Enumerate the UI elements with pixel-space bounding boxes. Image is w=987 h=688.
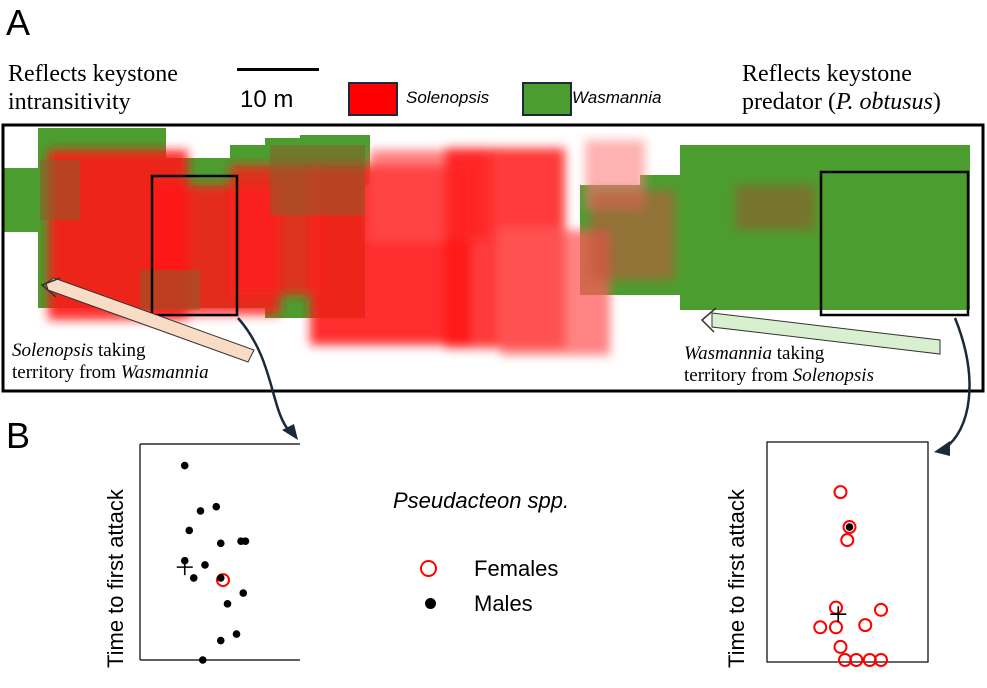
male-point (198, 656, 207, 664)
right-connector-arrow (944, 317, 971, 450)
right-title-line1: Reflects keystone (742, 61, 912, 87)
female-point (858, 618, 873, 633)
t: Solenopsis (792, 365, 874, 386)
legend-label-wasmannia: Wasmannia (572, 88, 662, 107)
right-title-line2: predator (P. obtusus) (742, 88, 941, 116)
mean-marker (176, 559, 193, 576)
y-axis-label-right: Time to first attack (724, 489, 749, 668)
t: Wasmannia (684, 343, 772, 364)
mixed-zones (40, 145, 365, 310)
female-point (862, 653, 877, 667)
female-point (842, 520, 857, 535)
legend-title: Pseudacteon spp. (393, 488, 570, 513)
female-point (874, 653, 888, 667)
scatter-plot-left (139, 443, 300, 664)
male-point (180, 461, 189, 470)
t: predator ( (742, 89, 836, 115)
y-axis-label-left: Time to first attack (103, 489, 128, 668)
scale-bar-label: 10 m (240, 86, 294, 113)
male-point (196, 507, 205, 515)
legend-marker-males (425, 598, 436, 609)
male-point (216, 636, 225, 645)
right-inset-box (819, 170, 970, 317)
legend-swatch-wasmannia (522, 82, 572, 116)
male-point (239, 589, 248, 597)
male-point (241, 537, 250, 545)
female-point (874, 602, 888, 617)
t: taking (93, 340, 146, 361)
left-title-line1: Reflects keystone (8, 61, 178, 87)
species-name: P. obtusus (835, 89, 933, 115)
female-point (833, 639, 848, 654)
left-inset-box (150, 174, 239, 317)
left-title-line2: intransitivity (8, 89, 131, 115)
female-point (829, 620, 843, 635)
female-point (813, 620, 828, 635)
t: taking (771, 343, 825, 364)
legend-swatch-solenopsis (348, 82, 398, 116)
legend-label-females: Females (474, 556, 559, 581)
left-arrow (40, 277, 255, 363)
solenopsis-territory (48, 140, 815, 355)
male-point (216, 574, 225, 582)
t: territory from (12, 362, 121, 383)
scatter-plot-right (766, 441, 929, 667)
left-arrow-label: Solenopsis taking territory from Wasmann… (12, 340, 209, 384)
female-point (216, 573, 230, 588)
female-point (829, 600, 843, 615)
panel-a-label: A (6, 2, 31, 43)
legend-label-solenopsis: Solenopsis (406, 88, 490, 107)
map-border (1, 123, 985, 393)
male-point (189, 574, 198, 582)
right-title: Reflects keystone predator (P. obtusus) (742, 60, 941, 116)
male-point (223, 600, 232, 608)
female-point (849, 653, 864, 667)
right-arrow (700, 307, 941, 355)
female-point (838, 653, 852, 667)
male-point (232, 630, 241, 638)
male-point (845, 523, 854, 531)
male-point (185, 526, 194, 535)
female-point (840, 533, 855, 548)
male-point (216, 539, 225, 548)
t: ) (932, 89, 941, 115)
left-title: Reflects keystone intransitivity (8, 60, 178, 116)
legend-label-males: Males (474, 591, 533, 616)
female-point (833, 485, 848, 500)
left-connector-arrow (237, 317, 291, 433)
right-arrow-label: Wasmannia taking territory from Solenops… (684, 343, 874, 387)
t: territory from (684, 365, 793, 386)
scale-bar (237, 68, 319, 71)
male-point (201, 561, 209, 569)
panel-b-label: B (6, 415, 31, 456)
male-point (212, 502, 221, 511)
mean-marker (830, 606, 847, 623)
t: Solenopsis (12, 340, 94, 361)
legend-marker-females (420, 560, 437, 577)
t: Wasmannia (120, 362, 209, 383)
